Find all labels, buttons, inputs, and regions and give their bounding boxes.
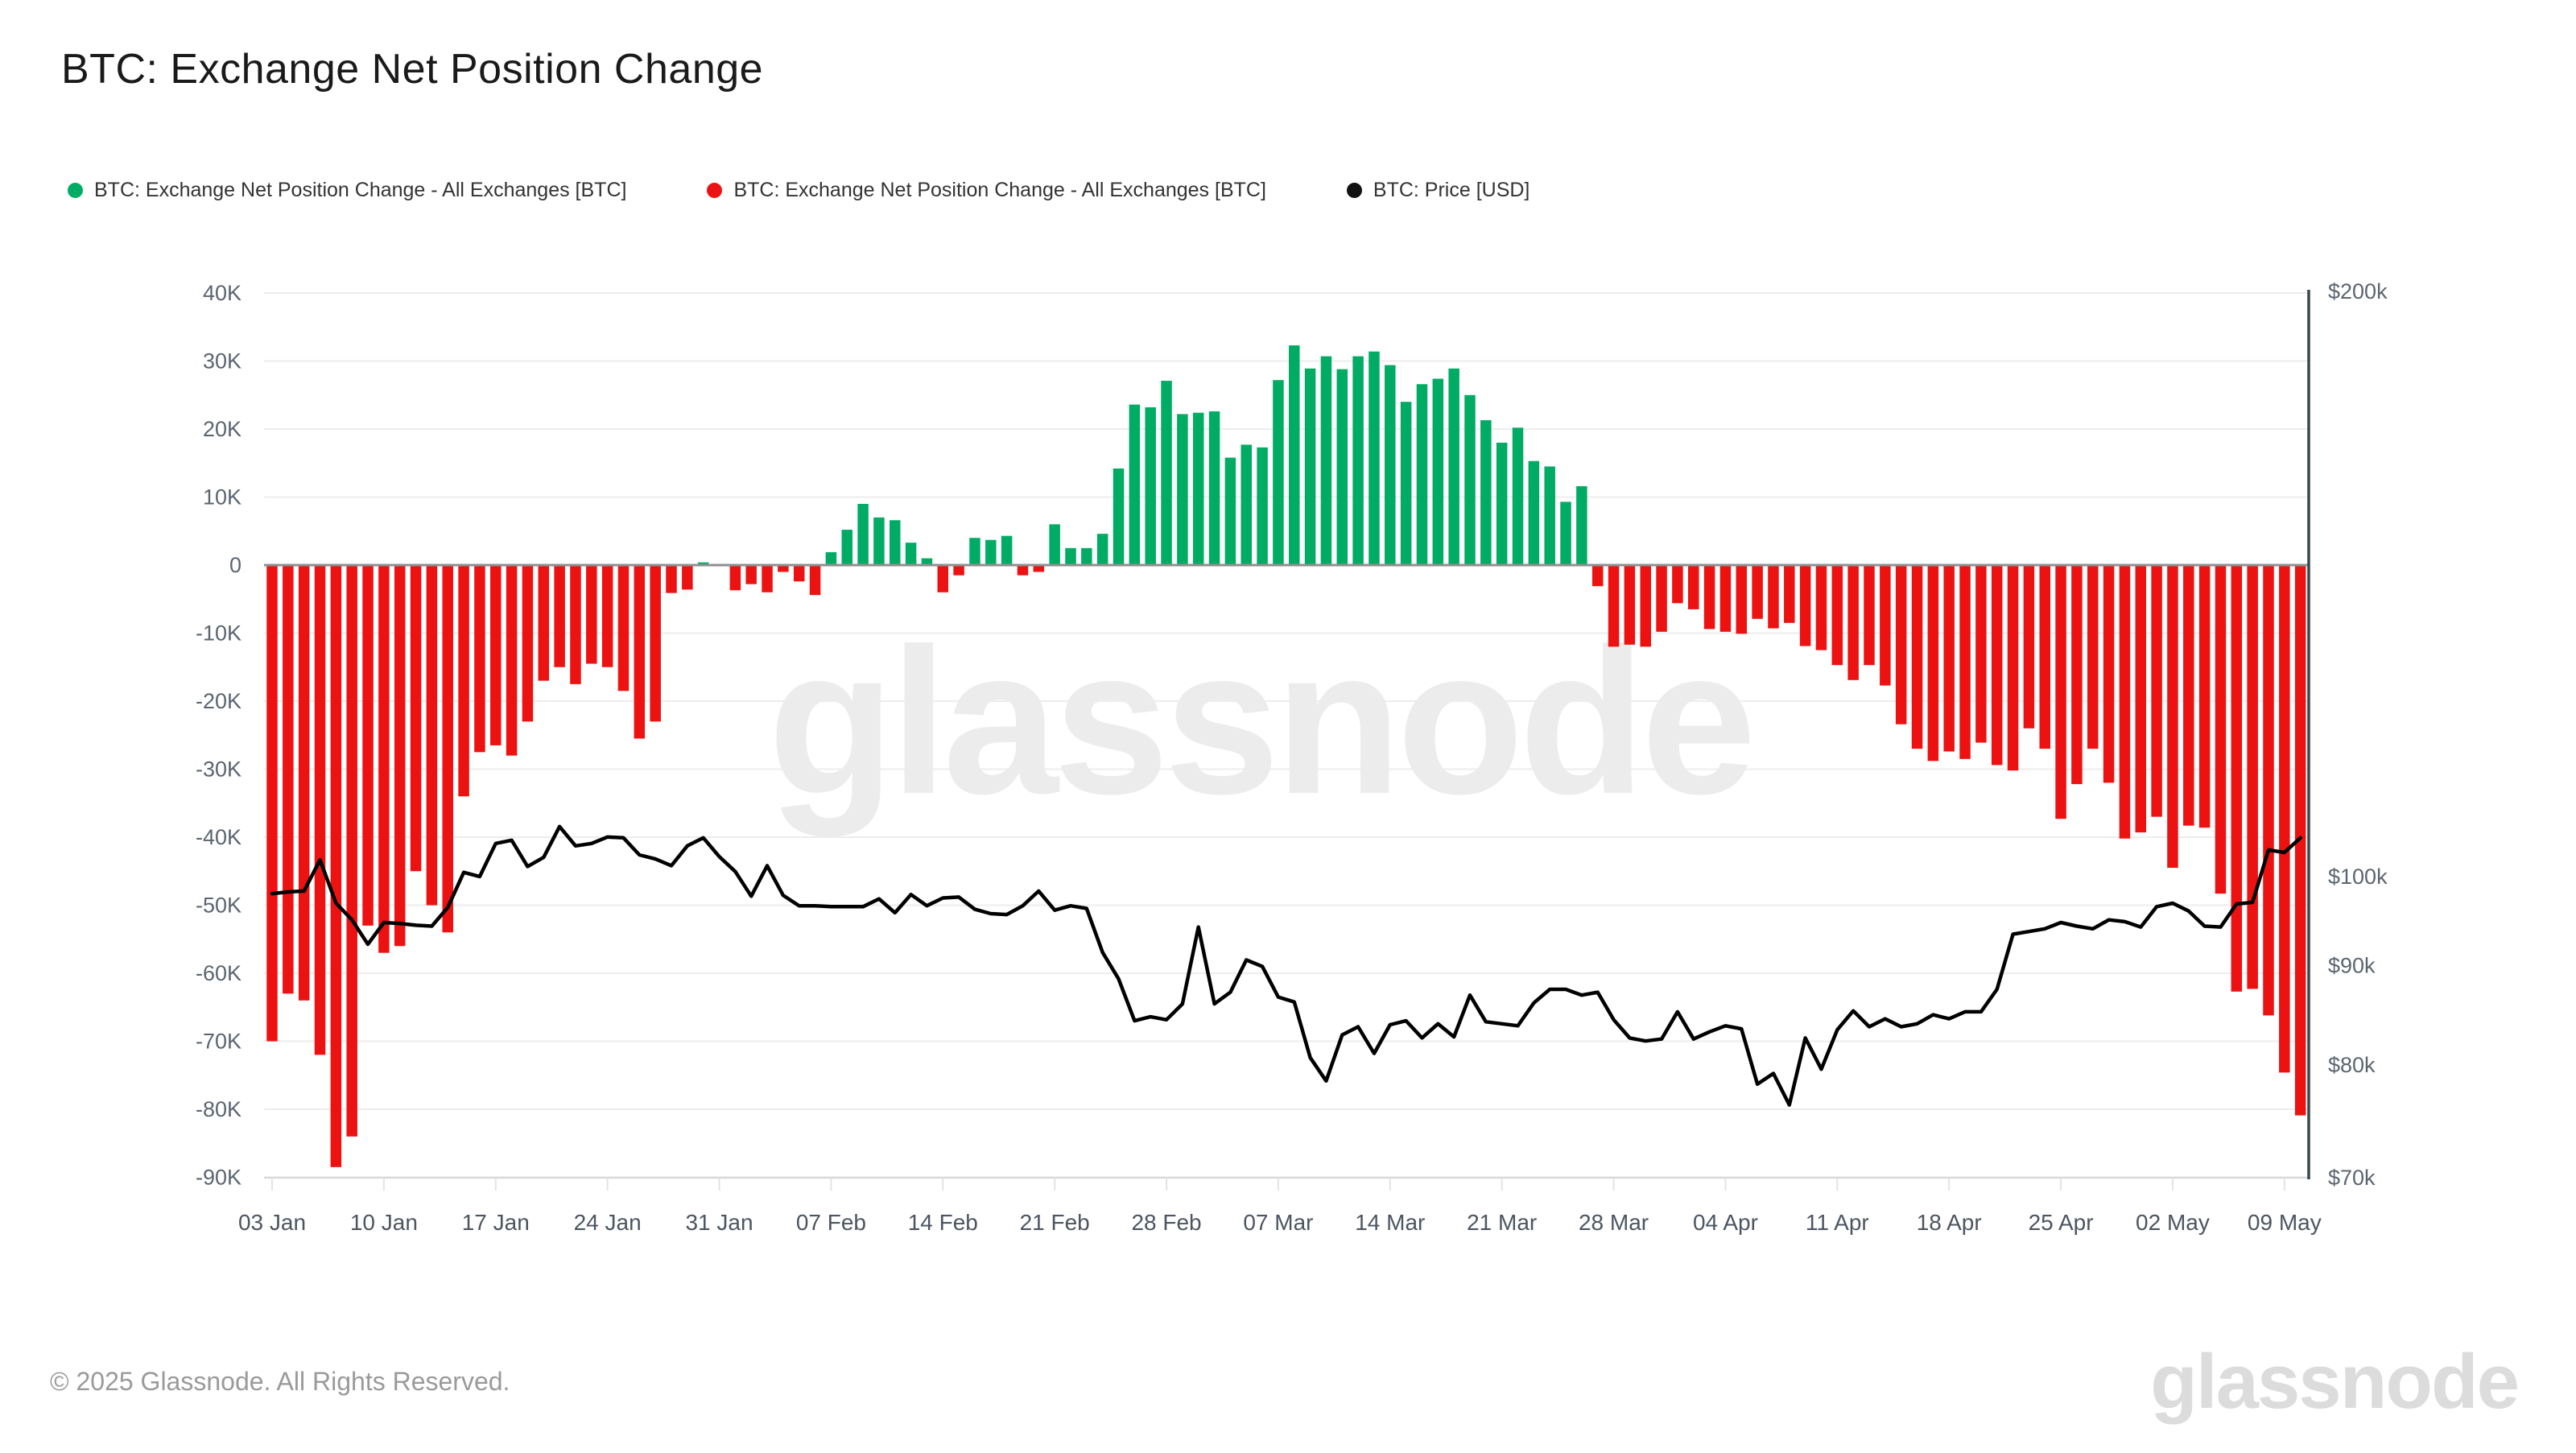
svg-text:-40K: -40K [196, 825, 242, 849]
svg-text:20K: 20K [203, 417, 242, 441]
svg-text:-30K: -30K [196, 757, 242, 782]
svg-text:$90k: $90k [2328, 953, 2376, 977]
svg-text:11 Apr: 11 Apr [1806, 1210, 1869, 1235]
legend: BTC: Exchange Net Position Change - All … [68, 179, 1530, 202]
svg-text:-20K: -20K [196, 689, 242, 713]
svg-text:40K: 40K [203, 281, 242, 305]
red-dot-icon [707, 183, 723, 198]
svg-text:0: 0 [229, 553, 242, 577]
svg-text:$200k: $200k [2328, 279, 2388, 303]
legend-item-inflow[interactable]: BTC: Exchange Net Position Change - All … [68, 179, 626, 202]
glassnode-logo-watermark: glassnode [2150, 1339, 2520, 1425]
svg-text:07 Feb: 07 Feb [796, 1210, 866, 1235]
svg-text:02 May: 02 May [2136, 1210, 2210, 1235]
svg-text:07 Mar: 07 Mar [1243, 1210, 1313, 1235]
copyright-text: © 2025 Glassnode. All Rights Reserved. [50, 1367, 510, 1396]
svg-text:-70K: -70K [196, 1030, 242, 1054]
svg-text:17 Jan: 17 Jan [462, 1210, 530, 1235]
legend-label: BTC: Exchange Net Position Change - All … [94, 179, 627, 201]
svg-text:21 Mar: 21 Mar [1467, 1210, 1537, 1235]
svg-text:28 Mar: 28 Mar [1579, 1210, 1649, 1235]
green-dot-icon [68, 183, 83, 198]
svg-text:14 Mar: 14 Mar [1355, 1210, 1425, 1235]
legend-item-price[interactable]: BTC: Price [USD] [1346, 179, 1530, 202]
svg-text:$80k: $80k [2328, 1053, 2376, 1077]
svg-text:-10K: -10K [196, 621, 242, 646]
svg-text:09 May: 09 May [2248, 1210, 2322, 1235]
svg-text:21 Feb: 21 Feb [1020, 1210, 1090, 1235]
svg-text:24 Jan: 24 Jan [574, 1210, 642, 1235]
svg-text:-50K: -50K [196, 894, 242, 918]
svg-text:-60K: -60K [196, 961, 242, 985]
svg-text:18 Apr: 18 Apr [1917, 1210, 1982, 1235]
page-title: BTC: Exchange Net Position Change [61, 46, 764, 93]
svg-text:$70k: $70k [2328, 1166, 2376, 1190]
legend-label: BTC: Price [USD] [1373, 179, 1530, 201]
svg-text:-90K: -90K [196, 1166, 242, 1190]
svg-text:30K: 30K [203, 349, 242, 374]
svg-text:28 Feb: 28 Feb [1131, 1210, 1201, 1235]
svg-text:10 Jan: 10 Jan [350, 1210, 418, 1235]
svg-text:glassnode: glassnode [768, 605, 1752, 838]
svg-text:04 Apr: 04 Apr [1693, 1210, 1758, 1235]
svg-text:14 Feb: 14 Feb [908, 1210, 978, 1235]
svg-text:25 Apr: 25 Apr [2029, 1210, 2094, 1235]
legend-label: BTC: Exchange Net Position Change - All … [733, 179, 1266, 201]
svg-text:-80K: -80K [196, 1097, 242, 1121]
svg-text:03 Jan: 03 Jan [238, 1210, 306, 1235]
svg-text:10K: 10K [203, 485, 242, 510]
svg-text:$100k: $100k [2328, 865, 2388, 889]
black-dot-icon [1346, 183, 1362, 198]
svg-text:31 Jan: 31 Jan [685, 1210, 753, 1235]
legend-item-outflow[interactable]: BTC: Exchange Net Position Change - All … [707, 179, 1266, 202]
